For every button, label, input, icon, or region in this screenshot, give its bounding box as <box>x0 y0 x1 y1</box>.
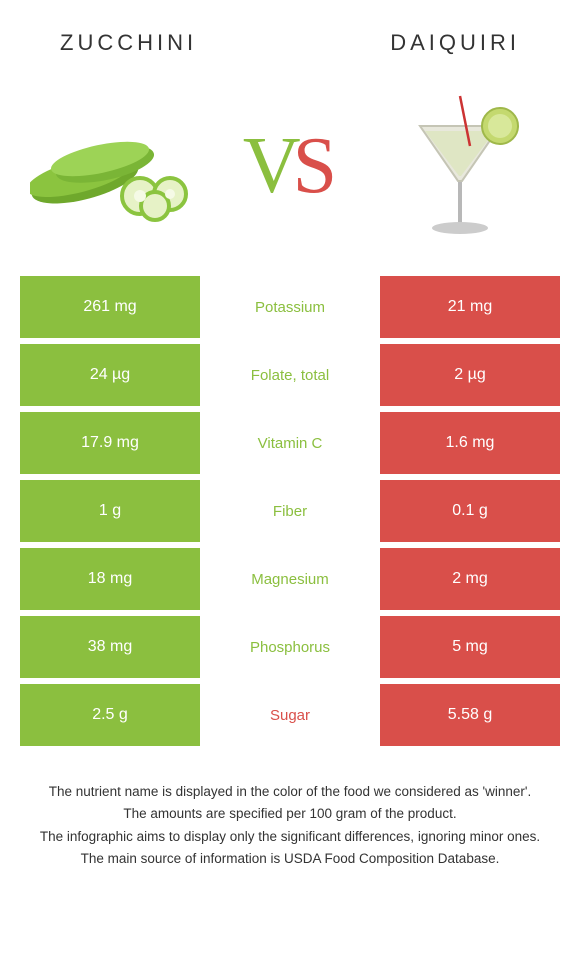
table-row: 261 mgPotassium21 mg <box>20 276 560 338</box>
left-title: Zucchini <box>60 30 197 56</box>
images-row: V S <box>0 66 580 276</box>
vs-s: S <box>293 121 338 212</box>
nutrient-label: Phosphorus <box>200 616 380 678</box>
notes: The nutrient name is displayed in the co… <box>0 752 580 869</box>
left-value: 261 mg <box>20 276 200 338</box>
note-line: The main source of information is USDA F… <box>20 849 560 869</box>
left-value: 24 µg <box>20 344 200 406</box>
left-value: 17.9 mg <box>20 412 200 474</box>
left-value: 2.5 g <box>20 684 200 746</box>
table-row: 1 gFiber0.1 g <box>20 480 560 542</box>
nutrient-label: Folate, total <box>200 344 380 406</box>
right-value: 2 µg <box>380 344 560 406</box>
nutrient-label: Potassium <box>200 276 380 338</box>
nutrient-label: Fiber <box>200 480 380 542</box>
nutrient-label: Sugar <box>200 684 380 746</box>
right-value: 5.58 g <box>380 684 560 746</box>
table-row: 2.5 gSugar5.58 g <box>20 684 560 746</box>
table-row: 17.9 mgVitamin C1.6 mg <box>20 412 560 474</box>
note-line: The nutrient name is displayed in the co… <box>20 782 560 802</box>
right-value: 21 mg <box>380 276 560 338</box>
right-title: Daiquiri <box>390 30 520 56</box>
zucchini-image <box>30 86 210 246</box>
left-value: 18 mg <box>20 548 200 610</box>
table-row: 24 µgFolate, total2 µg <box>20 344 560 406</box>
note-line: The amounts are specified per 100 gram o… <box>20 804 560 824</box>
right-value: 1.6 mg <box>380 412 560 474</box>
table-row: 38 mgPhosphorus5 mg <box>20 616 560 678</box>
right-value: 0.1 g <box>380 480 560 542</box>
right-value: 2 mg <box>380 548 560 610</box>
comparison-table: 261 mgPotassium21 mg24 µgFolate, total2 … <box>0 276 580 746</box>
daiquiri-image <box>370 86 550 246</box>
table-row: 18 mgMagnesium2 mg <box>20 548 560 610</box>
left-value: 1 g <box>20 480 200 542</box>
right-value: 5 mg <box>380 616 560 678</box>
nutrient-label: Magnesium <box>200 548 380 610</box>
header: Zucchini Daiquiri <box>0 0 580 66</box>
left-value: 38 mg <box>20 616 200 678</box>
nutrient-label: Vitamin C <box>200 412 380 474</box>
vs-label: V S <box>243 121 337 212</box>
note-line: The infographic aims to display only the… <box>20 827 560 847</box>
